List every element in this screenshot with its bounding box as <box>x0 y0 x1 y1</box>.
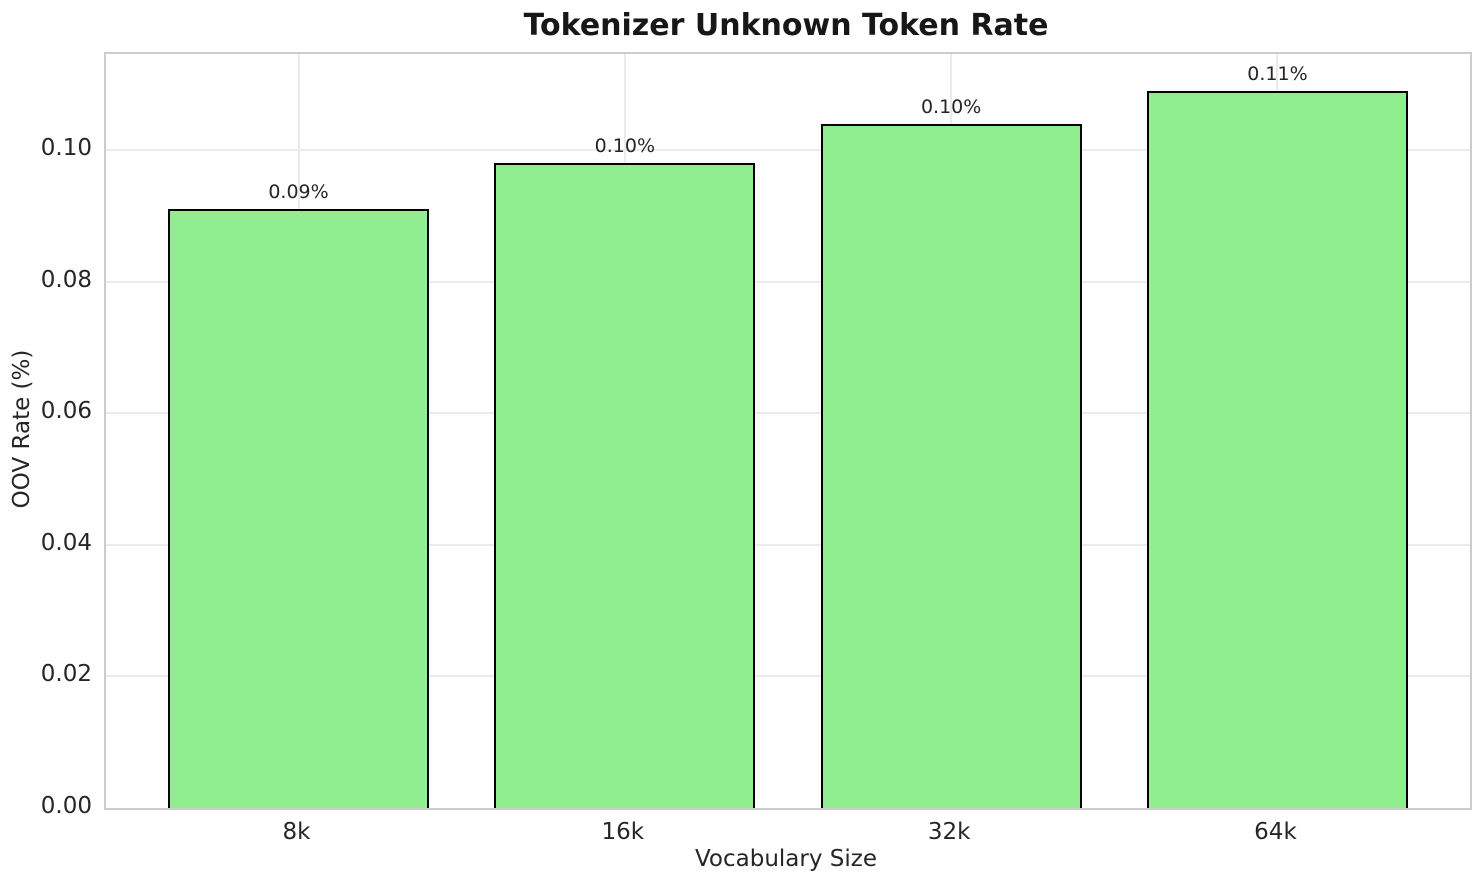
gridline-horizontal-0.06 <box>106 412 1470 415</box>
bar-value-label-8k: 0.09% <box>268 181 329 204</box>
bar-value-label-16k: 0.10% <box>594 135 655 158</box>
x-tick-32k: 32k <box>927 819 971 845</box>
bar-32k <box>820 123 1082 808</box>
bar-64k <box>1146 90 1408 808</box>
y-tick-0.04: 0.04 <box>40 529 92 556</box>
plot-area: 0.09% 0.10% 0.10% 0.11% <box>104 52 1472 810</box>
y-axis-label-text: OOV Rate (%) <box>9 349 35 509</box>
x-tick-16k: 16k <box>601 819 645 845</box>
x-axis-label: Vocabulary Size <box>694 846 877 872</box>
bar-value-label-64k: 0.11% <box>1247 62 1308 85</box>
bar-16k <box>494 163 756 808</box>
chart-title: Tokenizer Unknown Token Rate <box>523 8 1049 43</box>
y-tick-0.02: 0.02 <box>40 661 92 688</box>
gridline-horizontal-0.10 <box>106 149 1470 152</box>
y-tick-0.06: 0.06 <box>40 398 92 425</box>
x-tick-64k: 64k <box>1254 819 1297 845</box>
y-tick-0.00: 0.00 <box>40 793 92 819</box>
bar-8k <box>168 209 430 808</box>
x-tick-8k: 8k <box>282 819 311 845</box>
bar-value-label-32k: 0.10% <box>920 95 982 118</box>
gridline-horizontal-0.08 <box>106 280 1470 283</box>
gridline-horizontal-0.02 <box>106 675 1470 678</box>
gridline-horizontal-0.04 <box>106 543 1470 546</box>
y-tick-0.08: 0.08 <box>40 266 92 293</box>
y-tick-0.10: 0.10 <box>40 135 92 162</box>
